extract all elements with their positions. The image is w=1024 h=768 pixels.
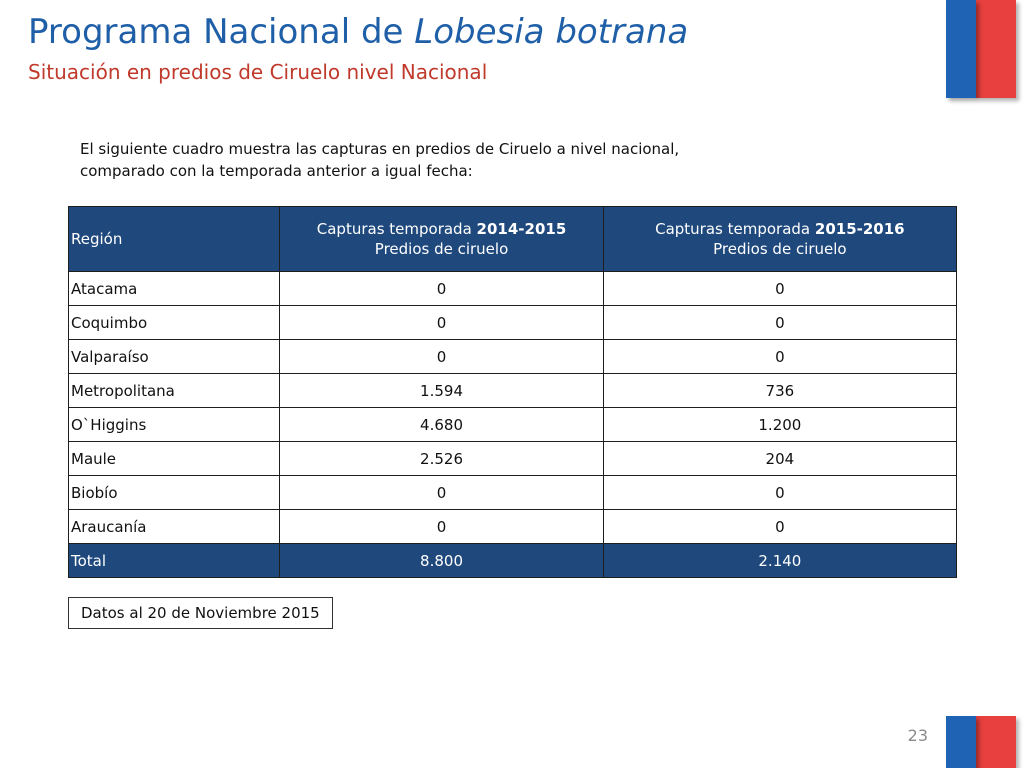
row-captures-2014: 0 — [279, 271, 604, 306]
header-col2-season: 2015-2016 — [814, 220, 905, 238]
header-season-2015: Capturas temporada 2015-2016 Predios de … — [602, 206, 958, 272]
row-region: O`Higgins — [67, 407, 281, 442]
slide-subtitle: Situación en predios de Ciruelo nivel Na… — [28, 60, 488, 84]
title-italic: Lobesia botrana — [414, 12, 689, 52]
row-captures-2014: 4.680 — [279, 407, 604, 442]
header-col2-prefix: Capturas temporada — [655, 220, 815, 238]
table-row: Araucanía 0 0 — [67, 509, 958, 544]
flag-decoration-top — [946, 0, 1016, 98]
table-row: Valparaíso 0 0 — [67, 339, 958, 374]
table-total-row: Total 8.800 2.140 — [67, 543, 958, 578]
total-captures-2015: 2.140 — [602, 543, 958, 578]
table-row: Maule 2.526 204 — [67, 441, 958, 476]
row-captures-2015: 0 — [602, 339, 958, 374]
header-col2-sub: Predios de ciruelo — [713, 240, 847, 258]
header-col1-season: 2014-2015 — [476, 220, 567, 238]
row-captures-2014: 0 — [279, 509, 604, 544]
row-region: Maule — [67, 441, 281, 476]
row-region: Biobío — [67, 475, 281, 510]
data-date-note: Datos al 20 de Noviembre 2015 — [68, 597, 333, 629]
row-captures-2015: 204 — [602, 441, 958, 476]
row-region: Araucanía — [67, 509, 281, 544]
table-row: Biobío 0 0 — [67, 475, 958, 510]
row-captures-2014: 0 — [279, 339, 604, 374]
row-captures-2015: 0 — [602, 509, 958, 544]
row-region: Atacama — [67, 271, 281, 306]
header-region: Región — [67, 206, 281, 272]
page-number: 23 — [907, 726, 928, 745]
intro-text: El siguiente cuadro muestra las capturas… — [80, 140, 680, 180]
table-row: O`Higgins 4.680 1.200 — [67, 407, 958, 442]
total-label: Total — [67, 543, 281, 578]
row-captures-2015: 0 — [602, 305, 958, 340]
row-captures-2014: 0 — [279, 475, 604, 510]
header-season-2014: Capturas temporada 2014-2015 Predios de … — [279, 206, 604, 272]
table-row: Atacama 0 0 — [67, 271, 958, 306]
row-captures-2015: 1.200 — [602, 407, 958, 442]
row-region: Coquimbo — [67, 305, 281, 340]
row-captures-2014: 1.594 — [279, 373, 604, 408]
row-captures-2015: 736 — [602, 373, 958, 408]
row-region: Metropolitana — [67, 373, 281, 408]
row-captures-2015: 0 — [602, 271, 958, 306]
header-col1-sub: Predios de ciruelo — [374, 240, 509, 258]
header-col1-prefix: Capturas temporada — [316, 220, 477, 238]
table-header-row: Región Capturas temporada 2014-2015 Pred… — [67, 206, 958, 272]
flag-red-stripe — [976, 0, 1016, 98]
flag-blue-stripe — [946, 0, 976, 98]
row-captures-2014: 0 — [279, 305, 604, 340]
table-row: Coquimbo 0 0 — [67, 305, 958, 340]
captures-table: Región Capturas temporada 2014-2015 Pred… — [67, 206, 958, 578]
flag-blue-stripe — [946, 716, 976, 768]
slide-title: Programa Nacional de Lobesia botrana — [28, 12, 689, 52]
title-prefix: Programa Nacional de — [28, 12, 415, 52]
table-row: Metropolitana 1.594 736 — [67, 373, 958, 408]
total-captures-2014: 8.800 — [279, 543, 604, 578]
row-captures-2015: 0 — [602, 475, 958, 510]
row-captures-2014: 2.526 — [279, 441, 604, 476]
flag-red-stripe — [976, 716, 1016, 768]
flag-decoration-bottom — [946, 716, 1016, 768]
row-region: Valparaíso — [67, 339, 281, 374]
